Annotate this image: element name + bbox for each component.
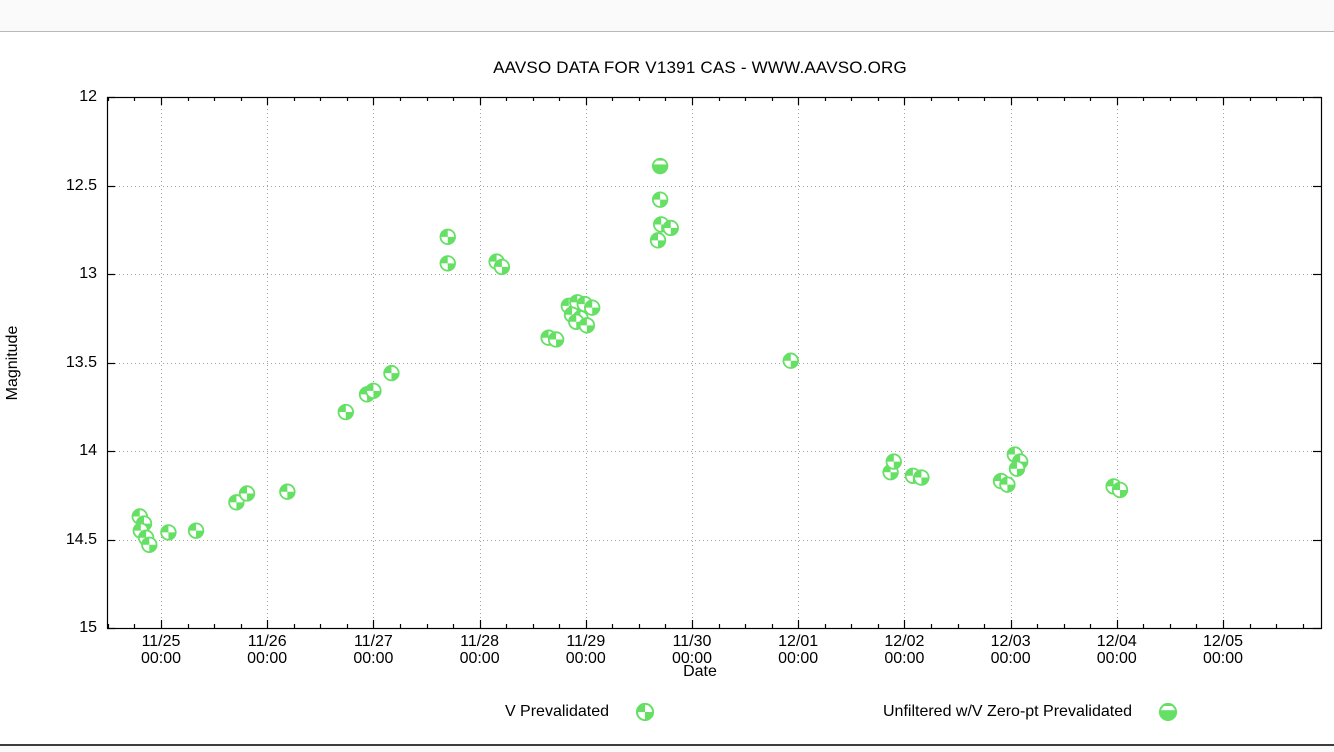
x-tick-label: 12/03 00:00 <box>990 633 1031 667</box>
legend-label-v: V Prevalidated <box>504 703 609 720</box>
data-point-v <box>493 258 511 276</box>
data-point-v <box>439 228 456 246</box>
x-tick-label: 11/27 00:00 <box>353 633 394 667</box>
data-point-v <box>782 352 799 369</box>
x-tick-label: 12/05 00:00 <box>1202 633 1244 667</box>
data-point-v <box>662 219 679 237</box>
x-tick-label: 12/01 00:00 <box>778 633 819 667</box>
chart-title: AAVSO DATA FOR V1391 CAS - WWW.AAVSO.ORG <box>493 58 907 77</box>
y-tick-label: 14 <box>79 442 97 459</box>
y-tick-label: 12 <box>79 88 97 105</box>
x-tick-label: 11/29 00:00 <box>565 633 606 667</box>
legend-label-unfiltered: Unfiltered w/V Zero-pt Prevalidated <box>883 703 1132 720</box>
quartered-circle-marker-icon <box>635 702 655 722</box>
x-axis-label: Date <box>683 663 717 680</box>
y-tick-label: 13.5 <box>65 353 97 371</box>
data-point-v <box>547 331 565 348</box>
x-tick-label: 11/28 00:00 <box>459 633 500 667</box>
data-point-v <box>141 536 158 553</box>
data-point-v <box>187 522 205 539</box>
x-tick-label: 12/04 00:00 <box>1096 633 1137 667</box>
legend-entry-unfiltered: Unfiltered w/V Zero-pt Prevalidated <box>883 701 1178 723</box>
data-point-v <box>885 453 902 470</box>
y-tick-label: 15 <box>79 619 97 636</box>
legend-entry-v-prevalidated: V Prevalidated <box>505 701 655 723</box>
data-point-v <box>383 364 400 382</box>
data-point-v <box>439 255 456 272</box>
data-point-v <box>583 299 601 316</box>
data-point-v <box>1008 460 1026 477</box>
y-tick-label: 14.5 <box>65 530 97 548</box>
y-tick-label: 13 <box>79 265 97 282</box>
x-tick-label: 11/26 00:00 <box>247 633 288 667</box>
half-filled-circle-marker-icon <box>1158 702 1178 722</box>
x-tick-label: 11/25 00:00 <box>140 633 182 667</box>
data-point-v <box>365 382 382 400</box>
top-border-strip <box>0 0 1334 32</box>
y-tick-label: 12.5 <box>65 176 97 194</box>
data-point-v <box>913 469 930 486</box>
data-point-v <box>578 317 596 334</box>
x-tick-label: 12/02 00:00 <box>884 633 925 667</box>
data-point-v <box>1111 481 1129 499</box>
data-point-v <box>999 476 1016 493</box>
data-point-v <box>337 403 354 421</box>
bottom-border-strip <box>0 744 1334 752</box>
data-point-v <box>160 524 177 541</box>
data-point-unfiltered <box>652 159 667 174</box>
data-point-v <box>651 191 669 208</box>
x-tick-label: 11/30 00:00 <box>671 633 713 667</box>
data-point-v <box>279 483 296 500</box>
data-point-v <box>649 232 667 249</box>
data-point-v <box>238 485 256 502</box>
